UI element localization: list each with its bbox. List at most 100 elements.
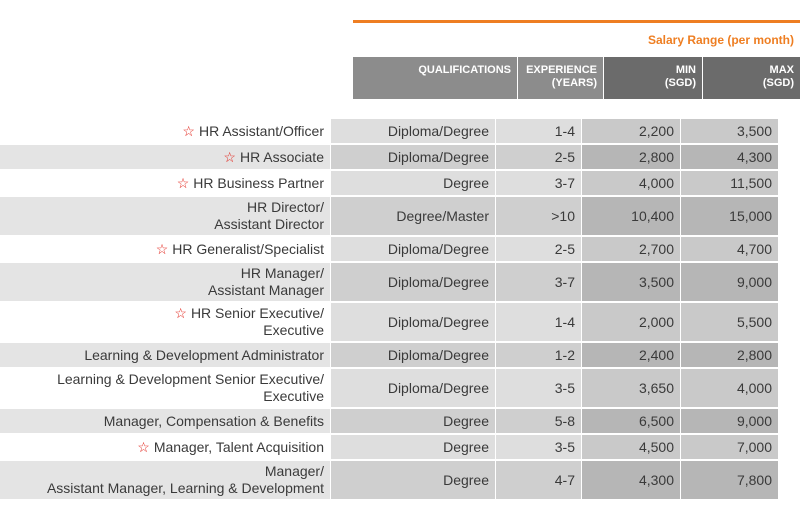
min-header: MIN (SGD) <box>604 57 702 99</box>
max-header-line2: (SGD) <box>762 77 794 89</box>
qualification-cell: Degree <box>331 435 495 459</box>
job-title-text: Executive <box>263 322 324 338</box>
job-title-cell: ☆ HR Assistant/Officer <box>0 119 330 143</box>
min-salary-cell: 6,500 <box>582 409 680 433</box>
experience-cell: 2-5 <box>496 237 581 261</box>
job-title-text: Manager/ <box>264 463 324 479</box>
qualification-cell: Diploma/Degree <box>331 119 495 143</box>
experience-header-line2: (YEARS) <box>551 77 597 89</box>
experience-cell: 3-7 <box>496 263 581 301</box>
star-icon: ☆ <box>182 122 195 139</box>
table-row: Learning & Development Administrator Dipl… <box>0 343 778 367</box>
job-title-line: Manager, Compensation & Benefits <box>0 413 324 430</box>
salary-range-heading: Salary Range (per month) <box>647 33 794 47</box>
max-salary-cell: 3,500 <box>681 119 778 143</box>
min-salary-cell: 2,400 <box>582 343 680 367</box>
experience-cell: 2-5 <box>496 145 581 169</box>
job-title-text: Assistant Manager <box>208 282 324 298</box>
job-title-cell: Manager, Compensation & Benefits <box>0 409 330 433</box>
experience-cell: 3-7 <box>496 171 581 195</box>
job-title-line: Executive <box>0 322 324 339</box>
min-salary-cell: 2,000 <box>582 303 680 341</box>
job-title-text: Assistant Manager, Learning & Developmen… <box>46 480 324 496</box>
job-title-text: Assistant Director <box>214 216 324 232</box>
job-title-cell: HR Director/Assistant Director <box>0 197 330 235</box>
qualification-cell: Diploma/Degree <box>331 343 495 367</box>
experience-cell: 1-2 <box>496 343 581 367</box>
max-salary-cell: 11,500 <box>681 171 778 195</box>
job-title-line: Manager/ <box>0 463 324 480</box>
job-title-text: HR Senior Executive/ <box>190 305 324 321</box>
salary-table: ☆ HR Assistant/Officer Diploma/Degree 1-4 2,… <box>0 117 779 501</box>
experience-cell: 4-7 <box>496 461 581 499</box>
job-title-text: HR Associate <box>239 148 324 165</box>
job-title-line: Assistant Director <box>0 216 324 233</box>
job-title-line: Learning & Development Senior Executive/ <box>0 371 324 388</box>
max-salary-cell: 15,000 <box>681 197 778 235</box>
table-row: ☆ HR Associate Diploma/Degree 2-5 2,800 4,300 <box>0 145 778 169</box>
star-icon: ☆ <box>223 148 236 165</box>
job-title-line: Learning & Development Administrator <box>0 347 324 364</box>
min-salary-cell: 4,300 <box>582 461 680 499</box>
job-title-cell: ☆ HR Senior Executive/Executive <box>0 303 330 341</box>
job-title-text: Manager, Compensation & Benefits <box>103 412 324 429</box>
qualification-cell: Diploma/Degree <box>331 369 495 407</box>
max-salary-cell: 5,500 <box>681 303 778 341</box>
qualification-cell: Degree <box>331 171 495 195</box>
star-icon: ☆ <box>137 438 150 455</box>
job-title-cell: ☆ Manager, Talent Acquisition <box>0 435 330 459</box>
experience-header: EXPERIENCE (YEARS) <box>518 57 603 99</box>
job-title-text: HR Business Partner <box>193 174 324 191</box>
experience-cell: >10 <box>496 197 581 235</box>
job-title-cell: Manager/Assistant Manager, Learning & De… <box>0 461 330 499</box>
min-salary-cell: 2,200 <box>582 119 680 143</box>
table-row: Learning & Development Senior Executive/… <box>0 369 778 407</box>
job-title-text: Learning & Development Senior Executive/ <box>57 371 324 387</box>
star-icon: ☆ <box>155 240 169 257</box>
star-icon: ☆ <box>176 174 190 191</box>
table-row: Manager, Compensation & Benefits Degree 5-… <box>0 409 778 433</box>
qualifications-header-label: QUALIFICATIONS <box>418 64 511 76</box>
min-salary-cell: 3,650 <box>582 369 680 407</box>
job-title-line: ☆ HR Assistant/Officer <box>0 123 324 140</box>
job-title-cell: Learning & Development Senior Executive/… <box>0 369 330 407</box>
max-salary-cell: 4,300 <box>681 145 778 169</box>
qualification-cell: Diploma/Degree <box>331 237 495 261</box>
min-header-line2: (SGD) <box>664 77 696 89</box>
min-salary-cell: 2,800 <box>582 145 680 169</box>
qualifications-header: QUALIFICATIONS <box>353 57 517 99</box>
table-row: ☆ HR Senior Executive/Executive Diploma/De… <box>0 303 778 341</box>
table-row: ☆ HR Assistant/Officer Diploma/Degree 1-4 2,… <box>0 119 778 143</box>
qualification-cell: Diploma/Degree <box>331 145 495 169</box>
job-title-line: ☆ HR Associate <box>0 149 324 166</box>
job-title-line: ☆ HR Business Partner <box>0 175 324 192</box>
qualification-cell: Diploma/Degree <box>331 303 495 341</box>
job-title-cell: ☆ HR Generalist/Specialist <box>0 237 330 261</box>
table-row: ☆ HR Business Partner Degree 3-7 4,000 11,500 <box>0 171 778 195</box>
experience-cell: 3-5 <box>496 435 581 459</box>
max-header-line1: MAX <box>769 64 794 76</box>
orange-header-rule <box>353 20 800 23</box>
qualification-cell: Diploma/Degree <box>331 263 495 301</box>
job-title-line: Assistant Manager <box>0 282 324 299</box>
job-title-line: Assistant Manager, Learning & Developmen… <box>0 480 324 497</box>
min-salary-cell: 4,000 <box>582 171 680 195</box>
max-salary-cell: 2,800 <box>681 343 778 367</box>
table-row: ☆ Manager, Talent Acquisition Degree 3-5 4,5… <box>0 435 778 459</box>
job-title-text: Learning & Development Administrator <box>84 346 324 363</box>
job-title-text: Executive <box>263 388 324 404</box>
job-title-line: ☆ Manager, Talent Acquisition <box>0 439 324 456</box>
min-salary-cell: 10,400 <box>582 197 680 235</box>
max-salary-cell: 7,000 <box>681 435 778 459</box>
job-title-line: HR Director/ <box>0 199 324 216</box>
table-row: HR Director/Assistant Director Degree/Mas… <box>0 197 778 235</box>
job-title-text: HR Manager/ <box>240 265 324 281</box>
experience-cell: 1-4 <box>496 119 581 143</box>
job-title-cell: HR Manager/Assistant Manager <box>0 263 330 301</box>
experience-cell: 5-8 <box>496 409 581 433</box>
job-title-cell: ☆ HR Business Partner <box>0 171 330 195</box>
job-title-line: ☆ HR Generalist/Specialist <box>0 241 324 258</box>
qualification-cell: Degree <box>331 409 495 433</box>
experience-cell: 1-4 <box>496 303 581 341</box>
job-title-line: ☆ HR Senior Executive/ <box>0 305 324 322</box>
